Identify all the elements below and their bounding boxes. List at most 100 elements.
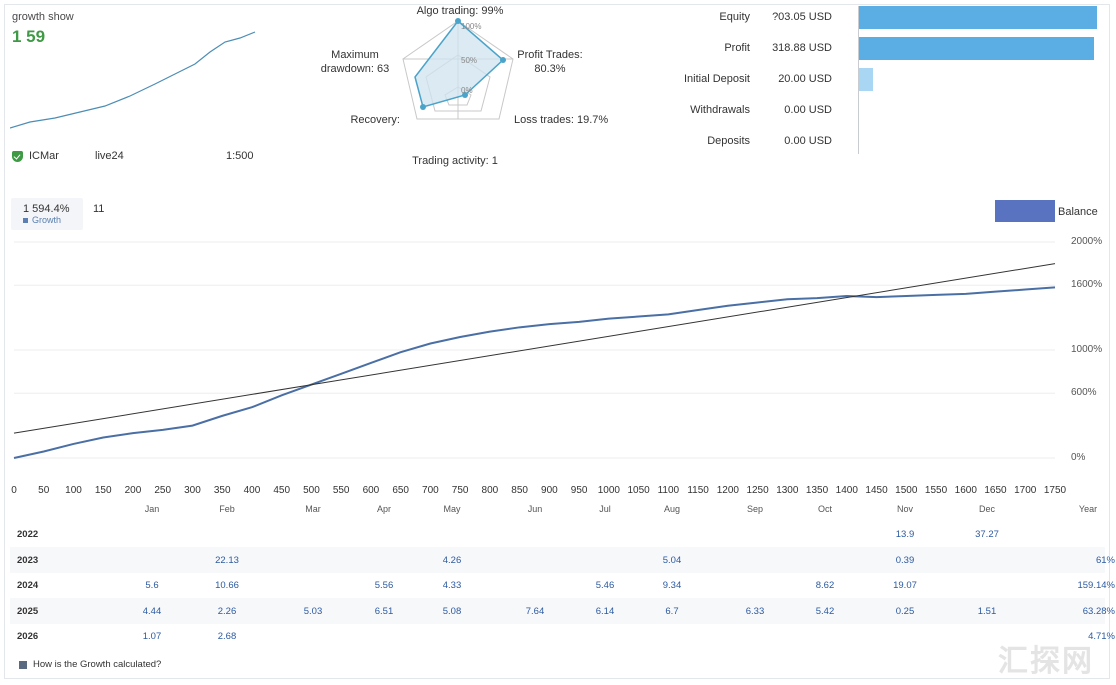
legend-balance-swatch[interactable] xyxy=(995,200,1055,222)
radar-chart: 100% 50% 0% xyxy=(402,18,514,120)
legend-balance-label[interactable]: Balance xyxy=(1058,206,1098,218)
table-cell: 4.33 xyxy=(442,580,462,591)
table-row-year: 2025 xyxy=(17,605,39,617)
financial-value: 318.88 USD xyxy=(772,42,832,54)
radar-label-activity: Trading activity: 1 xyxy=(412,155,498,167)
growth-help-link-label[interactable]: How is the Growth calculated? xyxy=(33,659,162,670)
month-header: Nov xyxy=(896,504,913,514)
growth-widget-value: 1 59 xyxy=(12,27,46,46)
y-tick-label: 1000% xyxy=(1071,344,1103,355)
x-tick-label: 1450 xyxy=(865,485,888,496)
financial-bar xyxy=(859,68,873,91)
help-icon xyxy=(19,660,27,669)
table-cell: 1.07 xyxy=(142,631,162,642)
radar-label-algo: Algo trading: 99% xyxy=(416,5,504,17)
table-cell: 0.25 xyxy=(895,605,915,617)
x-tick-label: 1250 xyxy=(746,485,769,496)
x-tick-label: 700 xyxy=(422,485,439,496)
account-broker: ICMar xyxy=(12,150,59,162)
x-tick-label: 1200 xyxy=(716,485,739,496)
financial-value: 20.00 USD xyxy=(778,73,832,85)
sparkline-line xyxy=(10,31,256,129)
table-cell: 159.14% xyxy=(1077,580,1115,591)
table-cell: 61% xyxy=(1095,554,1115,566)
radar-tick-100: 100% xyxy=(461,22,481,31)
month-header: Aug xyxy=(663,504,680,514)
table-row-year: 2023 xyxy=(17,554,39,566)
x-tick-label: 1650 xyxy=(984,485,1007,496)
month-header: Year xyxy=(1078,504,1098,514)
radar-tick-50: 50% xyxy=(461,56,477,65)
month-header: Feb xyxy=(219,504,235,514)
table-cell: 4.44 xyxy=(142,605,162,617)
financial-bar xyxy=(859,6,1097,29)
radar-area xyxy=(414,19,505,108)
table-cell: 7.64 xyxy=(525,605,545,617)
growth-help-link[interactable]: How is the Growth calculated? xyxy=(19,659,161,670)
financial-label: Equity xyxy=(719,11,750,23)
account-broker-label: ICMar xyxy=(29,150,59,162)
x-tick-label: 950 xyxy=(570,485,588,496)
table-row-bg xyxy=(10,546,1105,573)
financial-value: ?03.05 USD xyxy=(772,11,832,23)
table-cell: 6.7 xyxy=(665,605,679,617)
financial-label: Withdrawals xyxy=(690,104,750,116)
x-tick-label: 100 xyxy=(65,485,82,496)
x-tick-label: 1150 xyxy=(687,485,709,496)
radar-point-algo xyxy=(455,18,461,24)
x-tick-label: 1100 xyxy=(657,485,680,496)
x-tick-label: 550 xyxy=(332,485,350,496)
account-type: live24 xyxy=(95,150,124,162)
x-tick-label: 50 xyxy=(38,485,50,496)
financials-axis-line xyxy=(858,6,859,154)
y-tick-label: 0% xyxy=(1071,452,1086,463)
x-tick-label: 400 xyxy=(243,485,261,496)
month-header: Oct xyxy=(817,504,832,514)
radar-profit-trades-value: 80.3% xyxy=(534,63,566,75)
month-header: Jul xyxy=(599,504,611,514)
table-cell: 1.51 xyxy=(977,605,997,617)
x-tick-label: 900 xyxy=(541,485,558,496)
x-tick-label: 350 xyxy=(213,485,231,496)
growth-badge-value: 1 594.4% xyxy=(23,203,70,215)
table-cell: 13.9 xyxy=(895,529,915,540)
x-tick-label: 1750 xyxy=(1043,485,1067,496)
x-tick-label: 1600 xyxy=(954,485,977,496)
balance-line xyxy=(13,286,1056,459)
radar-point-profit xyxy=(500,57,506,63)
x-tick-label: 0 xyxy=(11,485,17,496)
table-row-year: 2022 xyxy=(17,529,39,540)
radar-tick-0: 0% xyxy=(461,86,473,95)
financial-value: 0.00 USD xyxy=(784,104,832,116)
growth-badge-trades: 11 xyxy=(93,203,105,215)
x-tick-label: 1000 xyxy=(597,485,620,496)
growth-badge-label: Growth xyxy=(23,215,61,225)
month-header: Apr xyxy=(376,504,391,514)
radar-profit-trades-title: Profit Trades: xyxy=(517,49,583,61)
radar-point-loss xyxy=(462,92,468,98)
table-cell: 63.28% xyxy=(1082,605,1115,617)
table-cell: 19.07 xyxy=(893,580,917,591)
table-cell: 5.46 xyxy=(595,580,615,591)
table-cell: 5.08 xyxy=(442,605,462,617)
table-cell: 8.62 xyxy=(815,580,835,591)
growth-chart xyxy=(13,241,1056,459)
x-tick-label: 150 xyxy=(94,485,112,496)
financial-value: 0.00 USD xyxy=(784,135,832,147)
table-cell: 2.26 xyxy=(217,605,237,617)
x-tick-label: 200 xyxy=(124,485,142,496)
table-cell: 0.39 xyxy=(895,554,915,566)
financial-label: Initial Deposit xyxy=(683,73,750,85)
x-tick-label: 250 xyxy=(154,485,172,496)
x-tick-label: 750 xyxy=(451,485,469,496)
y-tick-label: 1600% xyxy=(1071,279,1103,291)
page-frame xyxy=(4,4,1110,679)
verified-shield-icon xyxy=(12,150,23,162)
x-tick-label: 650 xyxy=(392,485,409,496)
radar-label-recovery: Recovery: xyxy=(350,114,400,126)
radar-drawdown-value: drawdown: 63 xyxy=(320,63,390,75)
table-row-year: 2026 xyxy=(17,631,39,642)
x-tick-label: 1350 xyxy=(805,485,829,496)
table-cell: 4.26 xyxy=(442,554,462,566)
month-header: Mar xyxy=(305,504,321,514)
